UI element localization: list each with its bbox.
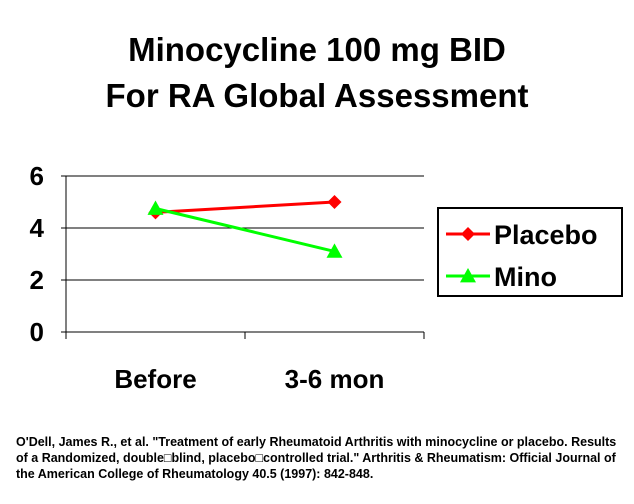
series-placebo — [148, 195, 342, 220]
legend-marker-mino — [460, 268, 476, 283]
legend-label-mino: Mino — [494, 262, 557, 292]
x-tick-label: Before — [114, 364, 196, 394]
y-tick-label: 0 — [30, 317, 44, 347]
data-point-placebo — [327, 195, 342, 209]
y-tick-label: 6 — [30, 161, 44, 191]
legend: Placebo Mino — [437, 207, 623, 297]
legend-marker-placebo — [461, 227, 475, 241]
series-line-placebo — [155, 200, 335, 214]
series — [147, 195, 343, 258]
citation-text: O'Dell, James R., et al. "Treatment of e… — [16, 435, 617, 481]
series-line-mino — [155, 207, 335, 253]
gridlines — [66, 175, 424, 281]
data-point-mino — [147, 200, 164, 215]
axes: 0 2 4 6 Before 3-6 mon — [30, 161, 425, 394]
y-tick-label: 4 — [30, 213, 45, 243]
x-tick-label: 3-6 mon — [285, 364, 385, 394]
legend-label-placebo: Placebo — [494, 220, 598, 250]
data-point-mino — [326, 243, 343, 258]
series-mino — [147, 200, 343, 258]
chart-title-line-1: Minocycline 100 mg BID — [128, 31, 506, 68]
chart-title-line-2: For RA Global Assessment — [105, 77, 529, 114]
y-tick-label: 2 — [30, 265, 44, 295]
